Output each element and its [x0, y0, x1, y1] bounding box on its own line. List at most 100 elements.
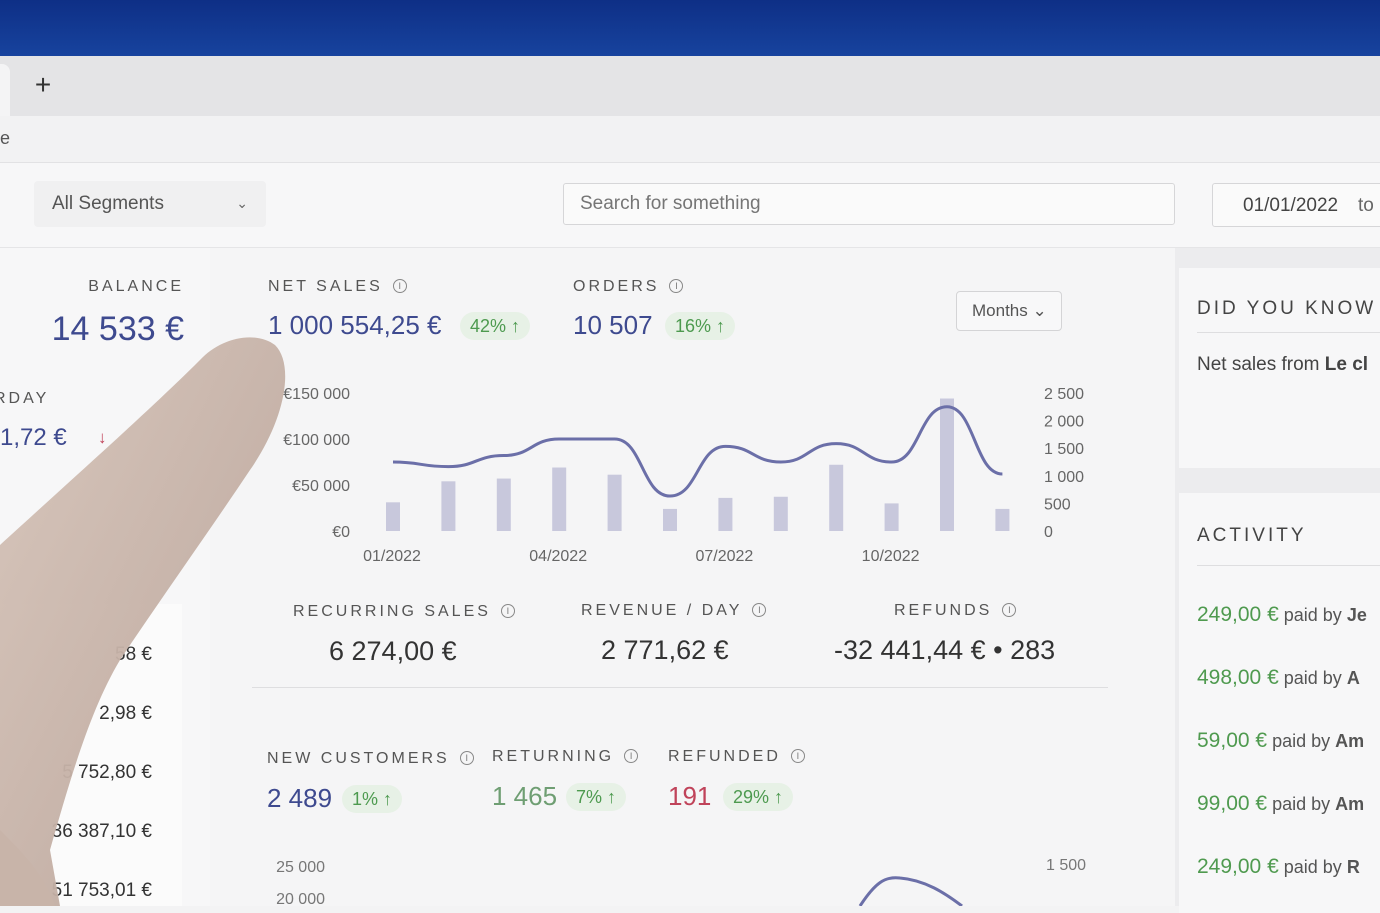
left-list — [0, 604, 182, 906]
arrow-down-icon: ↓ — [98, 428, 107, 447]
date-from: 01/01/2022 — [1243, 195, 1339, 216]
chevron-down-icon: ⌄ — [1032, 301, 1047, 320]
divider — [1197, 565, 1380, 566]
activity-item[interactable]: 498,00 € paid by A — [1197, 666, 1360, 689]
bar — [718, 497, 733, 531]
list-item: 36 387,10 € — [51, 821, 152, 842]
period-select-value: Months — [972, 301, 1028, 320]
bar — [884, 503, 899, 531]
list-item: 2,98 € — [99, 703, 152, 724]
date-to-label: to — [1358, 195, 1374, 216]
refunds-label: REFUNDS i — [894, 602, 1017, 620]
chevron-down-icon: ⌄ — [236, 195, 248, 211]
info-icon[interactable]: i — [500, 604, 515, 618]
did-you-know-title: DID YOU KNOW — [1197, 298, 1377, 319]
revenue-day-label: REVENUE / DAY i — [581, 602, 767, 620]
divider — [1197, 332, 1380, 333]
customers-chart: 20 000 25 000 1 500 — [276, 857, 1086, 906]
recurring-sales-value: 6 274,00 € — [329, 636, 457, 666]
revenue-day-value: 2 771,62 € — [601, 635, 729, 665]
info-icon[interactable]: i — [459, 751, 474, 765]
right-axis-tick: 1 500 — [1046, 857, 1086, 874]
browser-tab[interactable] — [0, 64, 10, 116]
x-axis-tick: 10/2022 — [862, 548, 920, 565]
refunded-label: REFUNDED i — [668, 748, 805, 766]
left-axis-tick: 20 000 — [276, 891, 325, 906]
left-axis-tick: €50 000 — [292, 478, 350, 495]
right-axis-tick: 2 000 — [1044, 414, 1084, 431]
activity-item[interactable]: 249,00 € paid by R — [1197, 855, 1360, 878]
x-axis-tick: 04/2022 — [529, 548, 587, 565]
date-range-picker[interactable]: 01/01/2022 to — [1212, 183, 1380, 227]
orders-label: ORDERS i — [573, 278, 684, 296]
right-axis-tick: 1 500 — [1044, 441, 1084, 458]
returning-value: 1 465 — [492, 781, 558, 811]
address-text: e — [0, 128, 11, 148]
did-you-know-card: DID YOU KNOW Net sales from Le cl — [1179, 268, 1380, 468]
bar — [386, 502, 400, 531]
x-axis-tick: 07/2022 — [695, 548, 753, 565]
bar — [773, 496, 788, 531]
returning-label: RETURNING i — [492, 748, 639, 766]
did-you-know-text: Net sales from Le cl — [1197, 354, 1369, 375]
returning-change-badge: 7% ↑ — [566, 783, 627, 811]
dashboard-main: NET SALES i 1 000 554,25 € 42% ↑ ORDERS i … — [210, 248, 1175, 906]
left-axis-tick: €100 000 — [283, 432, 350, 449]
right-axis-tick: 500 — [1044, 496, 1071, 513]
bar — [607, 474, 622, 531]
info-icon[interactable]: i — [624, 749, 639, 763]
yesterday-label: RDAY — [0, 390, 50, 407]
info-icon[interactable]: i — [790, 749, 805, 763]
bar — [995, 508, 1010, 531]
x-axis-tick: 01/2022 — [363, 548, 421, 565]
left-sidebar: BALANCE 14 533 € RDAY 1,72 € ↓ 58 € 2,98… — [0, 248, 210, 906]
net-sales-line — [392, 405, 1003, 498]
balance-value: 14 533 € — [51, 310, 184, 348]
list-item: 58 € — [115, 644, 152, 665]
info-icon[interactable]: i — [392, 279, 407, 293]
activity-card: ACTIVITY 249,00 € paid by Je 498,00 € pa… — [1179, 493, 1380, 913]
recurring-sales-label: RECURRING SALES i — [293, 603, 515, 621]
net-sales-value: 1 000 554,25 € — [268, 310, 442, 340]
left-axis-tick: 25 000 — [276, 859, 325, 876]
activity-item[interactable]: 99,00 € paid by Am — [1197, 792, 1365, 815]
bar — [552, 467, 567, 531]
period-select[interactable]: Months ⌄ — [956, 291, 1062, 331]
list-item: 5 752,80 € — [62, 762, 152, 783]
list-item: 51 753,01 € — [51, 880, 152, 901]
balance-label: BALANCE — [88, 278, 184, 295]
net-sales-change-badge: 42% ↑ — [460, 312, 531, 340]
orders-value: 10 507 — [573, 310, 653, 340]
info-icon[interactable]: i — [669, 279, 684, 293]
info-icon[interactable]: i — [752, 603, 767, 617]
left-axis-tick: €0 — [332, 524, 350, 541]
customers-line — [858, 876, 963, 906]
new-customers-value: 2 489 — [267, 783, 333, 813]
os-top-bar — [0, 0, 1380, 56]
address-bar[interactable]: e — [0, 116, 1380, 163]
browser-tab-strip: + — [0, 56, 1380, 116]
net-sales-label: NET SALES i — [268, 278, 407, 296]
segment-select[interactable]: All Segments ⌄ — [34, 181, 266, 227]
activity-item[interactable]: 59,00 € paid by Am — [1197, 729, 1365, 752]
search-input[interactable] — [563, 183, 1175, 225]
right-axis-tick: 1 000 — [1044, 469, 1084, 486]
activity-item[interactable]: 249,00 € paid by Je — [1197, 603, 1367, 626]
right-axis-tick: 0 — [1044, 524, 1053, 541]
orders-change-badge: 16% ↑ — [665, 312, 736, 340]
new-tab-button[interactable]: + — [34, 69, 52, 100]
sales-orders-chart: €0 €50 000 €100 000 €150 000 0 500 1 000 1 500 2… — [283, 386, 1084, 565]
bar — [441, 481, 456, 531]
filter-toolbar: All Segments ⌄ 01/01/2022 to — [0, 163, 1380, 248]
segment-select-value: All Segments — [52, 193, 164, 214]
activity-title: ACTIVITY — [1197, 525, 1307, 546]
bar — [940, 398, 954, 531]
yesterday-value: 1,72 € — [0, 424, 67, 451]
info-icon[interactable]: i — [1002, 603, 1017, 617]
bar — [496, 478, 511, 531]
right-axis-tick: 2 500 — [1044, 386, 1084, 403]
left-axis-tick: €150 000 — [283, 386, 350, 403]
divider — [252, 687, 1108, 688]
bar — [663, 508, 677, 531]
new-customers-label: NEW CUSTOMERS i — [267, 750, 474, 768]
